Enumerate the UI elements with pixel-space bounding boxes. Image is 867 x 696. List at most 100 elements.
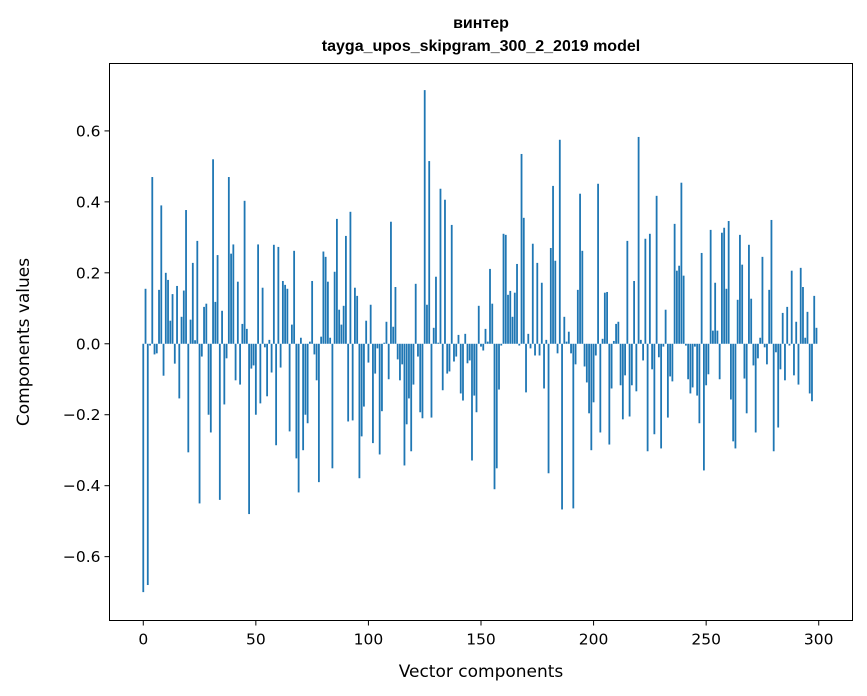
bar-component-295 <box>806 311 809 344</box>
bar-component-45 <box>243 200 246 344</box>
bar-component-235 <box>671 343 674 382</box>
bar-component-32 <box>214 301 217 344</box>
bar-component-154 <box>489 268 491 344</box>
x-tick-label: 250 <box>691 631 721 649</box>
bar-component-268 <box>745 343 748 414</box>
bar-component-289 <box>793 343 795 376</box>
bar-component-98 <box>363 343 365 407</box>
bar-component-233 <box>666 343 669 418</box>
bar-component-164 <box>511 316 514 344</box>
bar-component-48 <box>250 343 253 369</box>
y-axis-label: Components values <box>14 258 34 426</box>
bar-component-71 <box>302 343 305 451</box>
bar-component-57 <box>270 343 273 373</box>
bar-component-196 <box>583 343 586 367</box>
bar-component-193 <box>576 289 579 344</box>
bar-component-191 <box>572 343 575 509</box>
bar-component-297 <box>811 343 813 402</box>
bar-component-129 <box>432 327 435 344</box>
bar-component-87 <box>338 309 341 344</box>
bar-component-257 <box>721 232 723 344</box>
bar-component-220 <box>637 136 640 344</box>
y-tick-label: −0.6 <box>63 548 101 566</box>
bar-component-275 <box>761 256 764 344</box>
bar-component-256 <box>718 343 721 380</box>
y-tick-label: 0.6 <box>76 122 101 140</box>
bar-component-58 <box>272 244 275 344</box>
bar-component-73 <box>306 343 309 424</box>
bar-component-170 <box>525 343 527 393</box>
bar-component-27 <box>203 306 205 344</box>
bar-component-143 <box>464 333 467 344</box>
x-axis-ticks: 0 50 100 150 200 250 300 <box>138 620 834 649</box>
bar-component-25 <box>198 343 201 504</box>
bar-component-127 <box>428 161 431 344</box>
bar-component-151 <box>482 343 485 351</box>
bar-component-83 <box>329 337 332 344</box>
bar-component-136 <box>448 343 451 372</box>
bar-component-271 <box>752 343 755 366</box>
bar-component-125 <box>423 90 426 344</box>
bar-component-261 <box>730 343 732 400</box>
bar-component-1 <box>144 288 147 344</box>
y-tick-label: 0.2 <box>76 264 101 282</box>
bar-component-219 <box>635 343 638 392</box>
bar-component-179 <box>545 339 548 344</box>
bar-component-93 <box>351 343 354 421</box>
y-tick-label: 0.4 <box>76 193 101 211</box>
x-tick-label: 200 <box>579 631 609 649</box>
bar-component-267 <box>743 343 746 379</box>
bar-component-149 <box>477 305 480 344</box>
bar-component-293 <box>802 287 804 344</box>
bar-component-298 <box>813 295 816 344</box>
bar-component-252 <box>709 229 712 344</box>
bar-component-288 <box>790 270 793 344</box>
bar-component-52 <box>259 343 262 404</box>
bar-component-138 <box>453 343 455 362</box>
bar-component-208 <box>610 343 613 389</box>
bar-component-231 <box>662 343 665 347</box>
bar-component-201 <box>594 343 597 356</box>
bar-component-284 <box>781 312 784 344</box>
bar-component-144 <box>466 343 469 364</box>
bar-component-174 <box>534 343 536 356</box>
bar-component-188 <box>565 341 568 344</box>
bar-component-59 <box>275 343 278 446</box>
bar-component-215 <box>626 240 629 344</box>
bar-component-234 <box>669 343 672 377</box>
bar-component-211 <box>617 321 620 344</box>
bar-component-227 <box>653 343 656 435</box>
bar-component-53 <box>261 287 264 344</box>
bar-component-89 <box>342 305 345 344</box>
x-tick-label: 50 <box>246 631 266 649</box>
bar-component-78 <box>317 343 320 483</box>
x-tick-label: 100 <box>354 631 384 649</box>
bar-component-269 <box>748 244 750 344</box>
bar-component-119 <box>410 343 413 452</box>
bar-component-282 <box>777 343 780 428</box>
bar-component-33 <box>216 255 219 344</box>
bar-component-218 <box>633 280 636 344</box>
bar-component-15 <box>176 285 178 344</box>
bar-component-29 <box>207 343 210 415</box>
bar-component-264 <box>736 299 739 344</box>
bar-component-113 <box>396 343 399 360</box>
bar-component-26 <box>200 343 203 357</box>
bar-component-299 <box>815 327 818 344</box>
bar-component-290 <box>795 321 798 344</box>
bar-component-84 <box>331 343 334 469</box>
bar-component-70 <box>299 337 302 344</box>
bar-component-6 <box>155 343 158 354</box>
bar-component-217 <box>630 343 633 386</box>
bar-component-104 <box>376 343 379 349</box>
bar-component-176 <box>538 343 541 356</box>
bar-component-44 <box>241 323 244 344</box>
bar-component-108 <box>385 321 388 344</box>
bar-component-14 <box>173 343 176 364</box>
bar-component-230 <box>660 343 663 449</box>
bar-component-79 <box>320 336 323 344</box>
bar-component-90 <box>345 235 347 344</box>
bar-component-66 <box>290 324 293 344</box>
bar-component-291 <box>797 343 800 385</box>
bar-component-4 <box>151 177 154 344</box>
